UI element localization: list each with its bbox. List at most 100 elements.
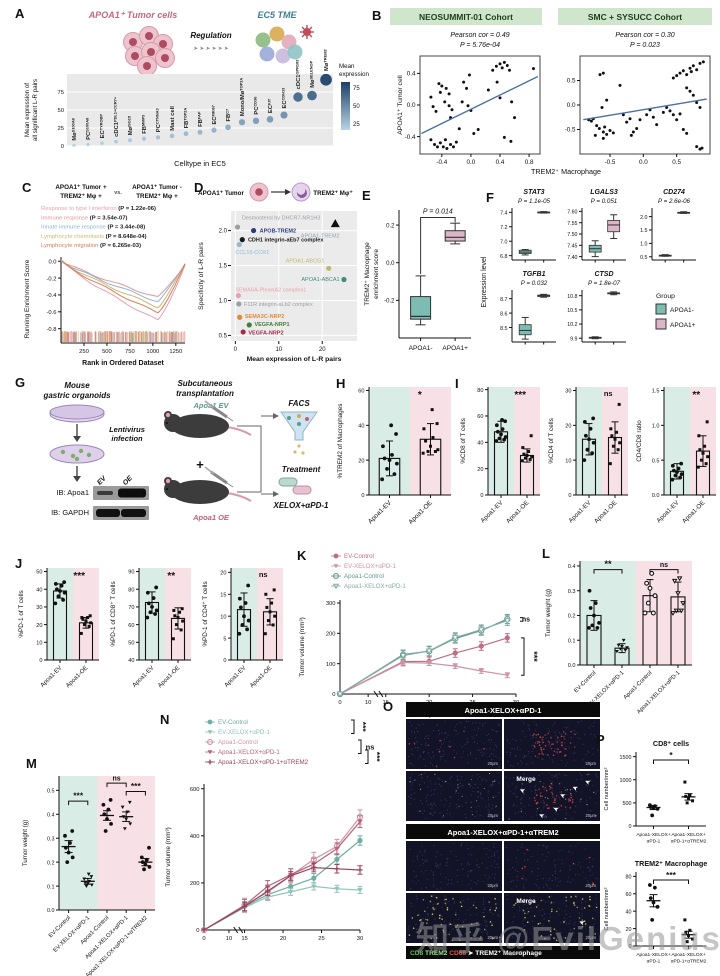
- gene-title: TGFB1: [523, 271, 546, 278]
- celltype-label: FBC7: [224, 109, 232, 122]
- significance: ***: [73, 791, 84, 801]
- label: APOA1⁺ Tumor -: [132, 184, 182, 191]
- panel-b-xlabel: TREM2⁺ Macrophage: [531, 167, 601, 176]
- x-group-label: Apoa1-OE: [505, 499, 530, 524]
- label: 10.5: [567, 308, 577, 314]
- enrichment-curve: [60, 259, 186, 309]
- group-background: [59, 776, 98, 910]
- scatter-point: [593, 133, 597, 137]
- panel-o-label: O: [383, 699, 394, 714]
- scatter-point: [695, 68, 699, 72]
- celltype-dot: [211, 127, 217, 133]
- celltype-label: FBTOP2A: [182, 108, 190, 129]
- scatter-point: [688, 66, 692, 70]
- label: -0.8: [47, 327, 57, 333]
- celltype-label: ECKIT: [266, 98, 274, 113]
- panel-b-label: B: [372, 8, 382, 23]
- label: 200: [326, 632, 336, 638]
- scatter-point: [500, 66, 504, 70]
- label: 80: [128, 587, 134, 593]
- label: 0.5: [47, 789, 55, 795]
- ib-apoa1-label: IB: Apoa1: [56, 488, 89, 497]
- pearson-cor: Pearson cor = 0.49: [450, 32, 509, 39]
- series-line: [339, 620, 508, 695]
- label: 20: [280, 936, 286, 942]
- x-group-label: Apoa1-XELOX+: [636, 952, 670, 958]
- panel-e-boxplot: 0.2 0.0 -0.2 APOA1- APOA1+ P = 0.014 TREM2⁺ Ma…: [364, 209, 471, 352]
- scatter-point: [603, 125, 607, 129]
- label: 0.0: [652, 493, 660, 499]
- celltype-dot: [141, 136, 147, 141]
- label: 80: [477, 388, 483, 394]
- celltype-dot: [293, 92, 303, 102]
- chart-ylabel: %TREM2 of Macrophages: [337, 404, 344, 479]
- label: 2.0: [640, 215, 647, 221]
- organoid-title: Mouse: [64, 381, 90, 390]
- label: 0.5: [219, 333, 228, 339]
- label: 10: [226, 936, 232, 942]
- x-group-label: αPD-1: [647, 959, 661, 965]
- celltype-dot: [320, 73, 332, 86]
- label: 0: [196, 928, 199, 934]
- chart-ylabel: %CD4 of T cells: [548, 418, 555, 464]
- scatter-point: [628, 117, 632, 121]
- panel-p-label: P: [596, 732, 605, 747]
- lentivirus-label: Lentivirus: [109, 425, 145, 434]
- panel-g-label: G: [15, 375, 26, 390]
- plus-sign: +: [196, 457, 204, 472]
- dish-infected-icon: [49, 444, 105, 464]
- scatter-point: [509, 139, 513, 143]
- x-group-label: Apoa1-XELOX+: [671, 832, 705, 838]
- label: 20: [565, 424, 571, 430]
- enrichment-curve: [60, 260, 186, 321]
- label: 0.0: [567, 102, 576, 109]
- label: 7.0: [500, 239, 507, 245]
- scale-label: 20μm: [585, 813, 596, 818]
- label: 20: [319, 347, 326, 353]
- group-background: [514, 387, 540, 495]
- x-group-label: EV-Control: [573, 670, 597, 694]
- scatter-point: [451, 145, 455, 149]
- scale-label: 20μm: [585, 935, 596, 940]
- scatter-point: [438, 141, 442, 145]
- scatter-point: [700, 146, 704, 150]
- celltype-dot: [128, 138, 132, 143]
- panel-m-dot-plot: 0.00.10.20.30.40.5EV-ControlEV-XELOX+αPD…: [22, 776, 155, 976]
- label: -0.4: [47, 293, 58, 299]
- scatter-point: [685, 86, 689, 90]
- microscopy-tile: [406, 771, 502, 821]
- significance: ns: [259, 570, 268, 579]
- scatter-point: [691, 64, 695, 68]
- tme-title: EC5 TME: [257, 10, 297, 20]
- microscopy-tile: [504, 893, 600, 943]
- label: 0.5: [567, 78, 576, 85]
- scatter-point: [447, 92, 451, 96]
- tumor-cells-title: APOA1⁺ Tumor cells: [88, 10, 178, 20]
- label: 1250: [169, 349, 182, 355]
- label: 0: [202, 936, 205, 942]
- legend-entry: Apoa1-XELOX+αPD-1: [218, 749, 280, 756]
- label: 7.50: [567, 232, 577, 238]
- label: 30: [357, 936, 363, 942]
- xelox-label: XELOX+αPD-1: [273, 501, 330, 510]
- scatter-point: [655, 123, 659, 127]
- label: 7.60: [567, 210, 577, 216]
- arrow-annotation: ➤: [559, 790, 567, 799]
- scatter-point: [429, 95, 433, 99]
- syringe-icon: [204, 466, 234, 488]
- label: 60: [477, 414, 483, 420]
- label: 1500: [620, 755, 632, 761]
- scatter-point: [447, 104, 451, 108]
- label: -0.2: [384, 299, 395, 305]
- label: 75: [58, 90, 64, 96]
- cohort-header: [558, 8, 712, 25]
- scatter-point: [502, 60, 506, 64]
- panel-f-label: F: [486, 190, 494, 205]
- group-label: APOA1+: [442, 345, 468, 352]
- panel-b-scatter-plots: NEOSUMMIT-01 Cohort Pearson cor = 0.49 P =…: [390, 8, 712, 176]
- label: 300: [326, 601, 336, 607]
- label: 0.5: [652, 458, 660, 464]
- label: 0.2: [386, 223, 395, 229]
- label: 75: [353, 86, 360, 92]
